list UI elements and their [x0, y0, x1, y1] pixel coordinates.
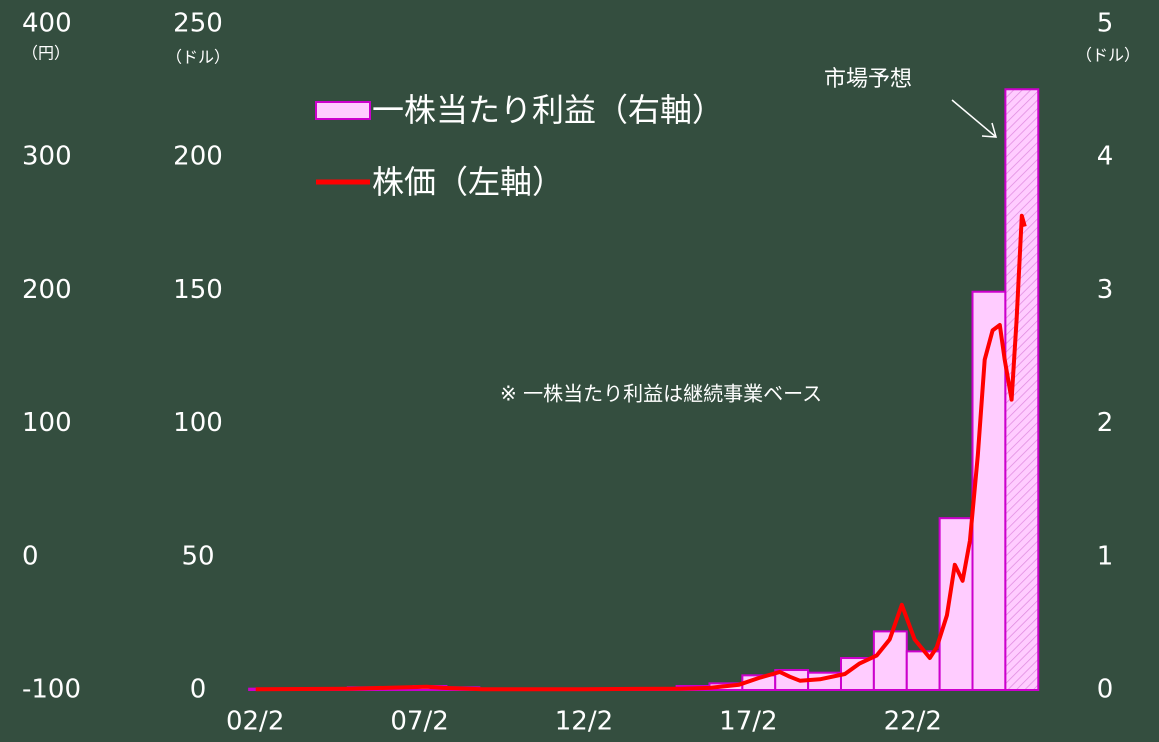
- y-tick-label: 250: [173, 9, 223, 39]
- note: ※ 一株当たり利益は継続事業ベース: [500, 382, 822, 406]
- x-tick-label: 07/2: [390, 707, 448, 737]
- y3-tick-label: 100: [22, 408, 72, 438]
- y2-unit: （ドル）: [1076, 46, 1140, 65]
- y-tick-label: 200: [173, 142, 223, 172]
- x-tick-label: 17/2: [719, 707, 777, 737]
- y3-tick-label: -100: [22, 675, 81, 705]
- y3-unit: （円）: [22, 44, 70, 63]
- x-tick-label: 22/2: [884, 707, 942, 737]
- bar: [971, 290, 1007, 691]
- line: [255, 213, 1027, 692]
- legend-label: 株価（左軸）: [372, 163, 564, 201]
- y2-tick-label: 5: [1097, 9, 1114, 39]
- y2-tick-label: 3: [1097, 275, 1114, 305]
- y-unit: （ドル）: [166, 48, 230, 67]
- legend-swatch: [315, 101, 371, 120]
- y3-tick-label: 200: [22, 275, 72, 305]
- y-tick-label: 100: [173, 408, 223, 438]
- y-tick-label: 50: [181, 541, 214, 571]
- y2-tick-label: 0: [1097, 675, 1114, 705]
- x-tick-label: 12/2: [555, 707, 613, 737]
- y-tick-label: 150: [173, 275, 223, 305]
- legend-label: 一株当たり利益（右軸）: [372, 91, 724, 129]
- annotation-arrow: [951, 99, 998, 138]
- bar: [1004, 88, 1040, 691]
- y3-tick-label: 0: [22, 541, 39, 571]
- bar: [905, 650, 941, 692]
- y2-tick-label: 2: [1097, 408, 1114, 438]
- annotation: 市場予想: [824, 67, 912, 92]
- y2-tick-label: 4: [1097, 142, 1114, 172]
- y3-tick-label: 300: [22, 142, 72, 172]
- y-tick-label: 0: [190, 675, 207, 705]
- y3-tick-label: 400: [22, 9, 72, 39]
- y2-tick-label: 1: [1097, 541, 1114, 571]
- x-tick-label: 02/2: [226, 707, 284, 737]
